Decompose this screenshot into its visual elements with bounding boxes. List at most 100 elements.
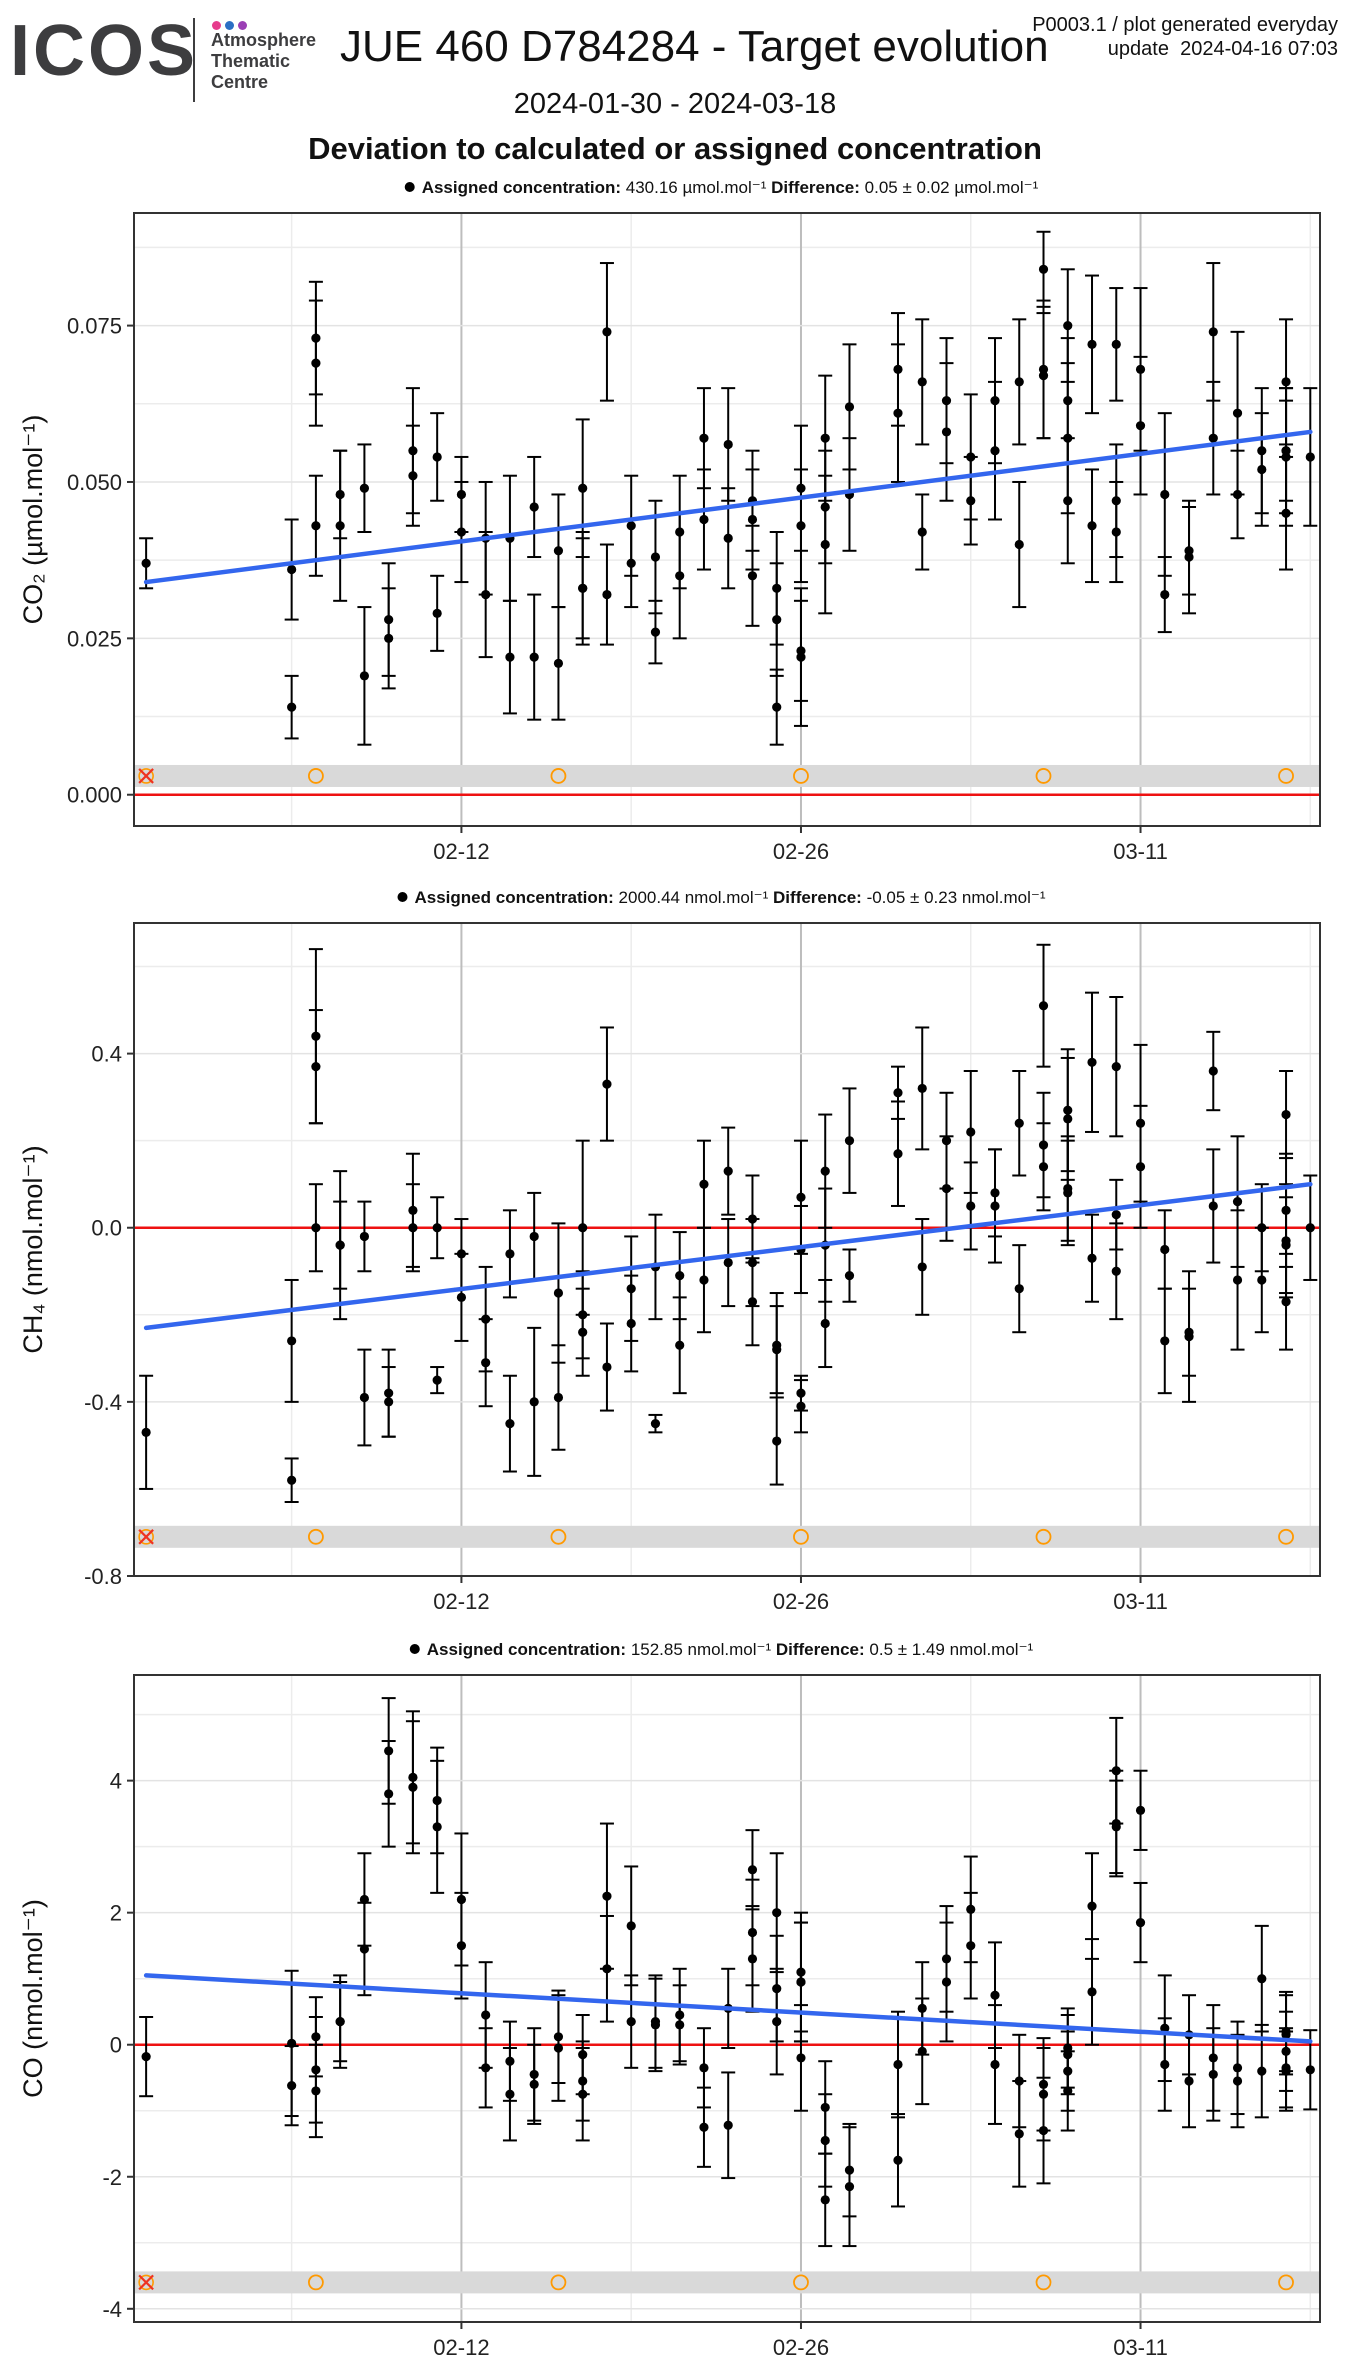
data-point [505, 1419, 515, 1429]
data-point [529, 502, 539, 512]
y-tick-label: 0.050 [67, 470, 122, 495]
data-point [650, 2017, 661, 2027]
data-point [481, 2010, 491, 2020]
data-point [820, 2195, 830, 2205]
data-point [287, 2081, 297, 2091]
data-point [287, 1475, 297, 1485]
data-point [966, 1904, 976, 1914]
logo-dot-purple [238, 21, 247, 30]
data-point [1160, 589, 1170, 600]
data-point [311, 1031, 321, 1041]
data-point [553, 2032, 564, 2042]
data-point [966, 1201, 976, 1211]
data-point [772, 1436, 782, 1446]
legend-segment: Difference: [773, 888, 867, 907]
x-tick-label: 02-12 [433, 2335, 489, 2360]
data-point [1232, 489, 1243, 500]
data-point [1111, 1266, 1121, 1276]
logo-dot-blue [225, 21, 234, 30]
data-point [917, 377, 927, 387]
logo-separator [193, 18, 195, 102]
legend-segment: Difference: [771, 178, 865, 197]
chart-panel-2: -0.8 -0.4 0.0 0.4 02-12 02-26 03-11 CH₄ (nmol.m… [18, 888, 1321, 1614]
status-marker-circle [1278, 768, 1294, 784]
legend-segment: Difference: [776, 1640, 870, 1659]
data-point [747, 1927, 758, 1938]
data-point [602, 1079, 612, 1089]
data-point [456, 1292, 467, 1302]
x-tick-label: 03-11 [1113, 839, 1168, 864]
data-point [456, 1941, 467, 1951]
data-point [844, 1271, 855, 1281]
data-point [1038, 264, 1049, 274]
legend: Assigned concentration: 2000.44 nmol.mol… [397, 888, 1046, 907]
data-point [893, 1149, 903, 1159]
generation-info: P0003.1 / plot generated everyday update… [1032, 14, 1338, 60]
data-point [796, 652, 806, 662]
data-point [602, 1891, 612, 1901]
data-point [796, 483, 806, 493]
data-point [1111, 1062, 1121, 1072]
y-tick-label: 0.4 [91, 1042, 122, 1067]
status-marker-circle [550, 2274, 567, 2291]
data-point [384, 633, 394, 643]
data-point [1014, 1284, 1024, 1294]
data-point [481, 1314, 491, 1324]
data-point [844, 1136, 855, 1146]
data-point [796, 2053, 806, 2063]
data-point [287, 1336, 297, 1346]
data-point [408, 1782, 418, 1792]
status-marker-circle [138, 2274, 154, 2291]
data-point [432, 1822, 442, 1832]
panel-background [134, 923, 1320, 1576]
data-point [1087, 1901, 1097, 1911]
data-point [990, 2059, 1000, 2070]
status-marker-circle [138, 768, 154, 784]
status-marker-circle [1278, 1528, 1294, 1545]
data-point [941, 1954, 952, 1964]
status-marker-circle [1278, 2274, 1294, 2291]
data-point [1305, 452, 1315, 462]
data-point [772, 1340, 782, 1350]
data-point [699, 433, 709, 443]
y-tick-label: -0.4 [84, 1390, 122, 1415]
data-point [1281, 1297, 1291, 1307]
y-tick-label: -2 [102, 2165, 122, 2190]
data-point [578, 583, 588, 593]
data-point [1038, 2089, 1049, 2099]
data-point [432, 452, 442, 462]
data-point [1014, 1118, 1024, 1128]
data-point [553, 1288, 564, 1298]
data-point [1257, 2066, 1267, 2076]
legend: Assigned concentration: 152.85 nmol.mol⁻… [409, 1640, 1034, 1659]
data-point [359, 1231, 370, 1242]
status-marker-circle [793, 2274, 809, 2291]
legend-segment: 430.16 µmol.mol⁻¹ [626, 178, 771, 197]
data-point [1281, 1236, 1291, 1246]
data-point [335, 2017, 345, 2027]
data-point [1014, 377, 1024, 387]
data-point [1208, 433, 1218, 443]
data-point [311, 2032, 321, 2042]
data-point [1281, 1109, 1291, 1120]
data-point [820, 2135, 830, 2146]
panel-border [133, 212, 1321, 827]
data-point [1160, 1336, 1170, 1346]
data-point [1160, 489, 1170, 500]
data-point [1014, 2076, 1024, 2086]
legend-segment: 0.5 ± 1.49 nmol.mol⁻¹ [869, 1640, 1033, 1659]
y-tick-label: -0.8 [84, 1564, 122, 1589]
data-point [553, 546, 564, 556]
data-point [456, 527, 467, 537]
y-axis-title: CH₄ (nmol.mol⁻¹) [18, 1145, 48, 1353]
data-point [650, 1419, 661, 1429]
data-point [723, 1257, 733, 1268]
legend: Assigned concentration: 430.16 µmol.mol⁻… [404, 178, 1039, 197]
data-point [1063, 396, 1073, 406]
trend-line [143, 1973, 1313, 2044]
data-point [1257, 1974, 1267, 1984]
data-point [772, 1908, 782, 1918]
data-point [384, 1746, 394, 1756]
status-band [134, 1525, 1320, 1548]
data-point [1232, 2076, 1243, 2086]
